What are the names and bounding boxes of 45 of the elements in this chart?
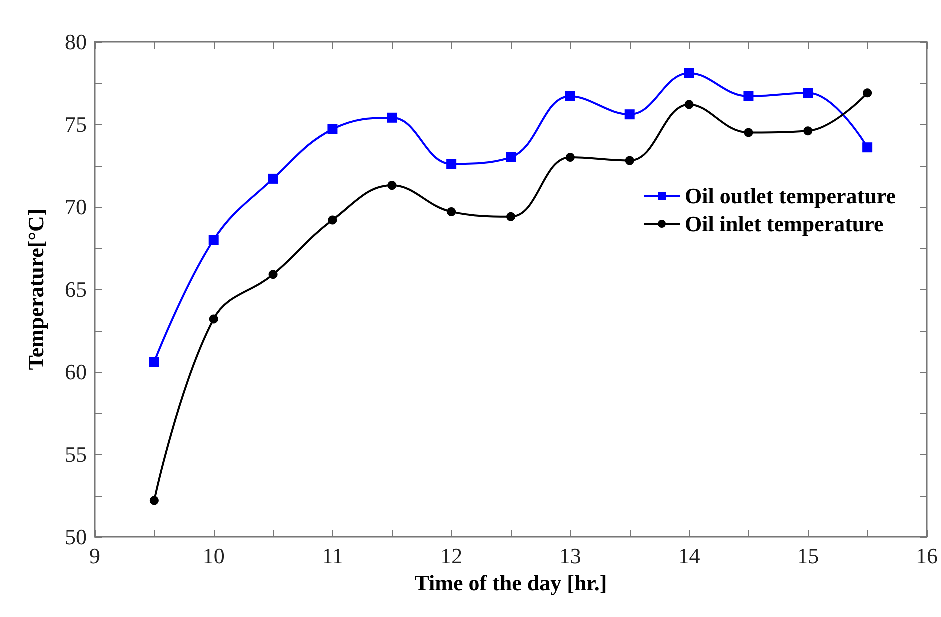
y-tick-label: 70 — [65, 194, 87, 220]
point — [684, 68, 694, 78]
point — [625, 156, 634, 166]
point — [804, 126, 813, 136]
point — [506, 152, 516, 162]
point — [208, 235, 219, 245]
x-tick-label: 10 — [202, 544, 225, 568]
point — [624, 110, 635, 120]
y-tick-label: 75 — [65, 112, 87, 137]
point — [684, 100, 694, 110]
y-tick-label: 65 — [65, 277, 87, 302]
y-tick-label: 55 — [65, 442, 87, 467]
point — [744, 128, 754, 138]
x-tick-label: 11 — [322, 544, 344, 568]
point — [388, 181, 397, 190]
point — [446, 159, 457, 170]
x-tick-label: 14 — [678, 544, 700, 568]
y-tick-label: 50 — [65, 524, 87, 550]
point — [803, 88, 814, 98]
point — [209, 314, 218, 324]
y-tick-label: 60 — [65, 360, 87, 384]
point — [268, 270, 278, 280]
point — [328, 124, 338, 134]
point — [566, 153, 575, 162]
point — [506, 212, 516, 222]
x-tick-label: 9 — [90, 544, 100, 568]
point — [447, 207, 456, 216]
x-axis-title: Time of the day [hr.] — [414, 570, 608, 596]
point — [565, 91, 576, 102]
y-tick-label: 80 — [65, 30, 87, 54]
legend-label: Oil inlet temperature — [685, 212, 884, 236]
legend-label: Oil outlet temperature — [685, 184, 896, 208]
point — [150, 496, 159, 506]
point — [149, 357, 160, 368]
point — [268, 174, 278, 184]
point — [863, 88, 872, 98]
x-tick-label: 15 — [797, 544, 820, 568]
point — [387, 112, 398, 123]
x-tick-label: 12 — [440, 544, 463, 568]
point — [744, 91, 754, 102]
point — [862, 142, 873, 153]
x-tick-label: 16 — [916, 544, 938, 568]
x-tick-label: 13 — [559, 544, 582, 568]
point — [328, 216, 338, 225]
y-axis-title: Temperature[°C] — [24, 208, 48, 370]
